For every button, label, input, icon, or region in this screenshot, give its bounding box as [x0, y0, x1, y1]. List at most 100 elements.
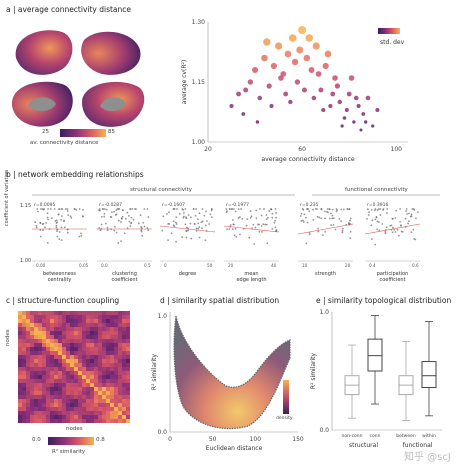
c-heatmap-cell: [90, 391, 94, 395]
b-data-point: [225, 208, 228, 210]
a-data-point: [261, 54, 268, 62]
c-heatmap-cell: [22, 415, 26, 419]
b-r-value: r=0.235: [300, 202, 319, 208]
c-heatmap-cell: [122, 399, 126, 403]
c-heatmap-cell: [58, 375, 62, 379]
c-heatmap-cell: [98, 383, 102, 387]
c-heatmap-cell: [114, 343, 118, 347]
b-data-point: [334, 228, 337, 231]
c-heatmap-cell: [106, 351, 110, 355]
b-data-point: [100, 223, 103, 226]
c-heatmap-cell: [74, 351, 78, 355]
c-heatmap-cell: [66, 343, 70, 347]
e-box: [367, 338, 383, 372]
c-heatmap-cell: [62, 383, 66, 387]
b-data-point: [143, 208, 146, 210]
c-heatmap-cell: [46, 347, 50, 351]
c-heatmap-cell: [82, 411, 86, 415]
c-heatmap-cell: [34, 319, 38, 323]
c-heatmap-cell: [110, 395, 114, 399]
c-heatmap-cell: [74, 407, 78, 411]
c-heatmap-cell: [58, 327, 62, 331]
c-heatmap-cell: [38, 335, 42, 339]
c-heatmap-cell: [42, 343, 46, 347]
c-heatmap-cell: [118, 371, 122, 375]
c-heatmap-cell: [114, 355, 118, 359]
c-heatmap-cell: [62, 419, 66, 423]
c-heatmap-cell: [90, 363, 94, 367]
c-heatmap-cell: [22, 315, 26, 319]
c-heatmap-cell: [50, 415, 54, 419]
c-heatmap-cell: [94, 331, 98, 335]
c-heatmap-cell: [18, 411, 22, 415]
b-data-point: [274, 226, 277, 229]
c-heatmap-cell: [66, 383, 70, 387]
b-data-point: [396, 228, 399, 231]
c-heatmap-cell: [82, 379, 86, 383]
c-heatmap-cell: [54, 367, 58, 371]
b-data-point: [62, 220, 65, 223]
c-heatmap-cell: [86, 315, 90, 319]
b-xlabel: centrality: [48, 277, 72, 283]
c-heatmap-cell: [90, 403, 94, 407]
b-data-point: [407, 222, 409, 225]
c-heatmap-cell: [34, 407, 38, 411]
c-heatmap-cell: [98, 399, 102, 403]
b-data-point: [140, 227, 143, 230]
b-data-point: [172, 208, 175, 210]
a-data-point: [342, 116, 347, 120]
c-heatmap-cell: [62, 343, 66, 347]
c-heatmap-cell: [94, 351, 98, 355]
c-heatmap-cell: [54, 379, 58, 383]
c-heatmap-cell: [54, 335, 58, 339]
b-xtick-label: 0.5: [144, 263, 151, 268]
b-data-point: [376, 220, 379, 223]
c-heatmap-cell: [110, 343, 114, 347]
b-data-point: [394, 231, 397, 233]
c-heatmap-cell: [34, 391, 38, 395]
c-heatmap-cell: [94, 375, 98, 379]
a-data-point: [337, 99, 342, 105]
a-data-point: [353, 95, 359, 101]
c-heatmap-cell: [114, 315, 118, 319]
c-heatmap-cell: [110, 351, 114, 355]
c-heatmap-cell: [62, 387, 66, 391]
c-heatmap-cell: [106, 339, 110, 343]
c-heatmap-cell: [42, 371, 46, 375]
c-heatmap-cell: [90, 415, 94, 419]
c-heatmap-cell: [54, 391, 58, 395]
c-heatmap-cell: [118, 367, 122, 371]
c-heatmap-cell: [110, 359, 114, 363]
b-data-point: [378, 229, 381, 232]
b-data-point: [174, 221, 177, 224]
b-xtick-label: 0.05: [79, 263, 89, 268]
c-heatmap-cell: [126, 399, 130, 403]
c-heatmap-cell: [114, 359, 118, 363]
c-heatmap-cell: [122, 347, 126, 351]
b-data-point: [140, 229, 143, 231]
a-xlabel: average connectivity distance: [261, 156, 355, 163]
c-heatmap-cell: [66, 323, 70, 327]
c-heatmap-cell: [22, 419, 26, 423]
c-heatmap-cell: [78, 375, 82, 379]
c-heatmap-cell: [54, 315, 58, 319]
c-heatmap-cell: [90, 367, 94, 371]
c-heatmap-cell: [22, 387, 26, 391]
c-heatmap-cell: [30, 383, 34, 387]
c-heatmap-cell: [122, 363, 126, 367]
b-data-point: [186, 226, 188, 229]
b-data-point: [103, 208, 106, 210]
c-heatmap-cell: [42, 319, 46, 323]
c-heatmap-cell: [90, 347, 94, 351]
b-data-point: [168, 223, 171, 225]
b-data-point: [42, 229, 44, 232]
a-data-point: [303, 54, 311, 62]
c-heatmap-cell: [38, 311, 42, 315]
c-heatmap-cell: [98, 347, 102, 351]
c-heatmap-cell: [86, 347, 90, 351]
c-heatmap-cell: [62, 339, 66, 343]
c-heatmap-cell: [74, 323, 78, 327]
b-data-point: [125, 217, 127, 220]
c-heatmap-cell: [82, 323, 86, 327]
